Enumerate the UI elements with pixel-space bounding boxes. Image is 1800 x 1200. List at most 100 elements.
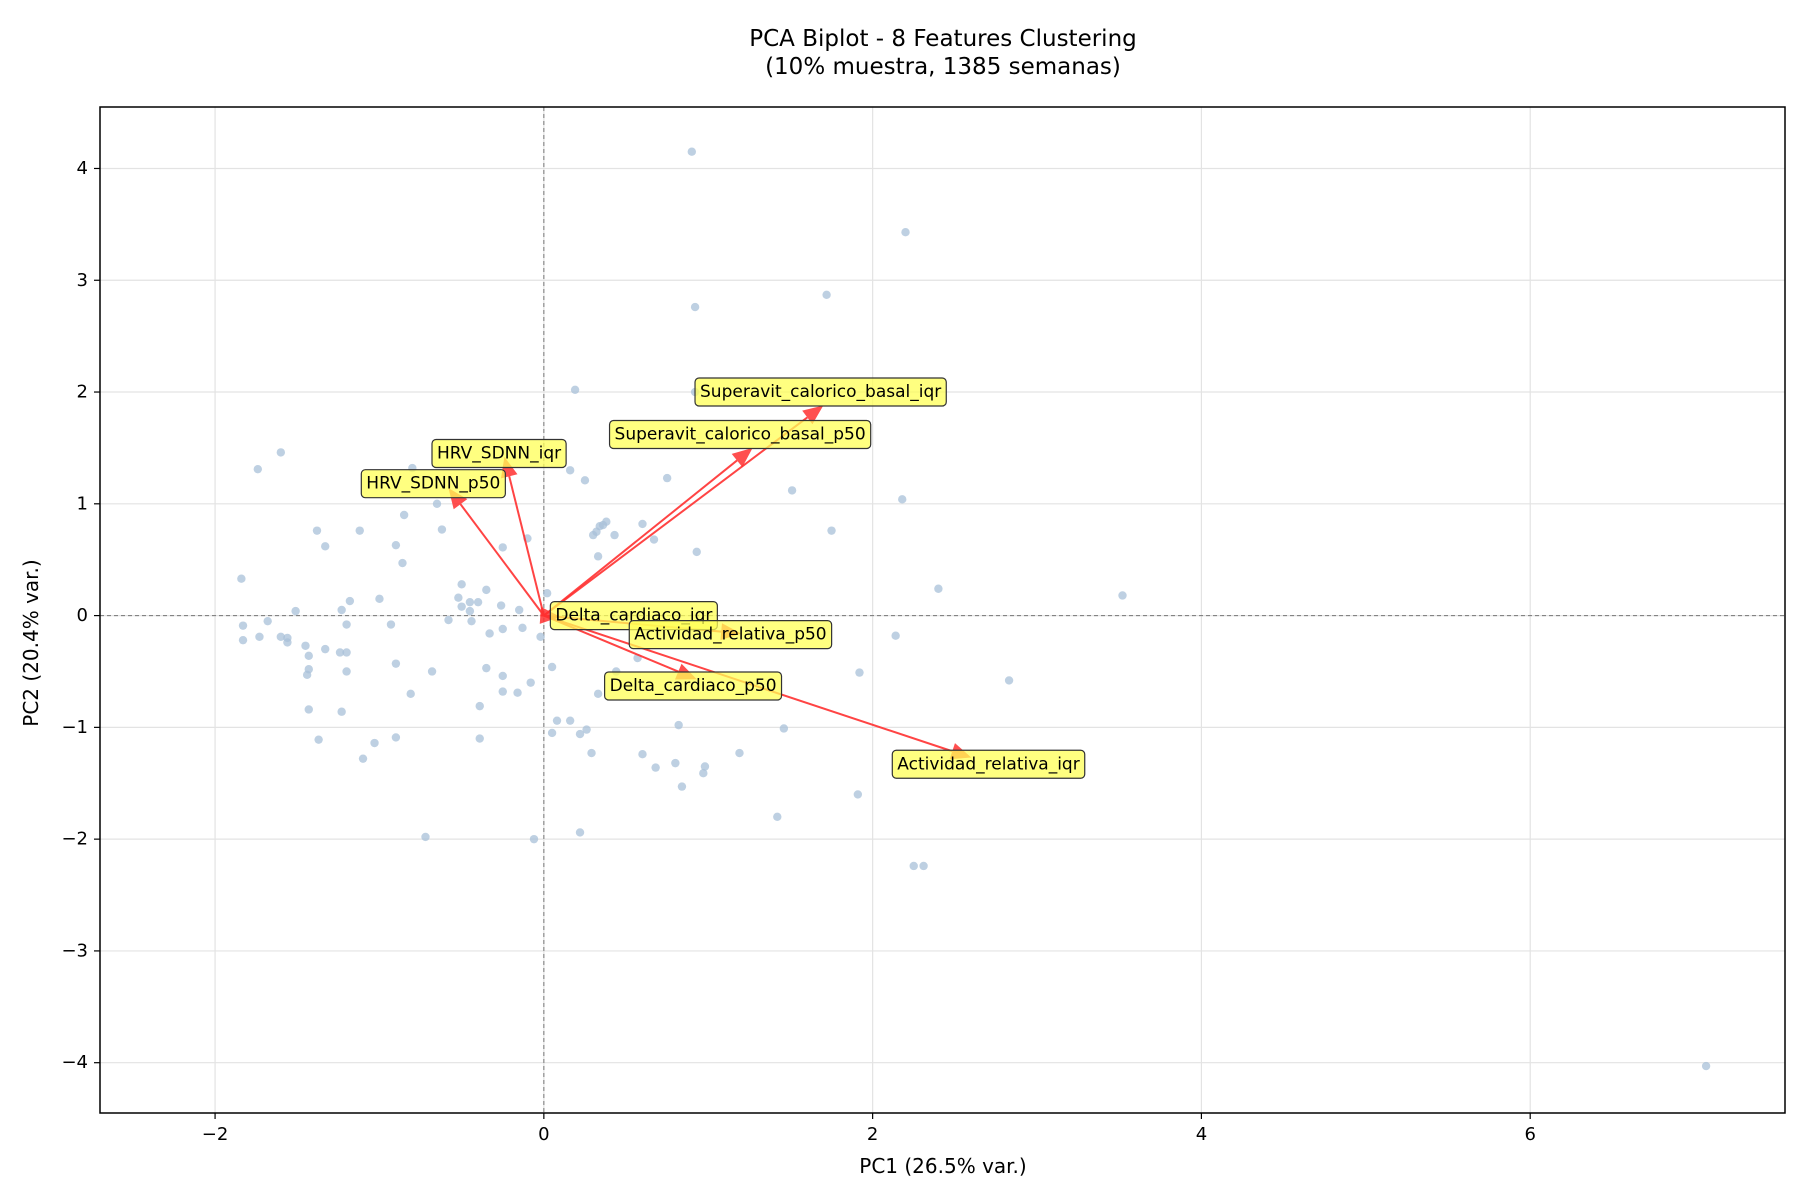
grid [100,107,1785,1113]
scatter-point [898,495,907,504]
scatter-point [891,631,900,640]
scatter-point [358,754,368,763]
loading-label-box [604,671,783,701]
y-tick-label: −3 [61,940,88,961]
scatter-point [337,605,346,615]
loading-arrow-line [508,476,545,616]
loading-label-box [694,377,947,407]
scatter-point [547,662,557,672]
scatter-point [391,733,401,742]
y-tick-label: 4 [77,158,88,179]
scatter-point [602,517,611,526]
x-tick-label: 6 [1524,1124,1535,1145]
scatter-point [934,584,943,593]
scatter-point [901,227,910,237]
scatter-point [482,585,491,595]
loading-arrow-line [543,459,738,617]
scatter-point [301,641,310,650]
scatter-point [399,510,409,520]
loading-arrow-head [731,447,753,468]
scatter-point [238,621,248,630]
scatter-point [335,648,345,657]
scatter-point [638,749,647,759]
scatter-point [518,623,527,633]
scatter-point [263,616,272,626]
scatter-point [342,620,351,629]
scatter-point [465,597,475,607]
scatter-point [662,473,672,483]
scatter-point [276,448,286,457]
loading-label: Delta_cardiaco_p50 [604,671,783,701]
scatter-point [398,558,407,568]
scatter-point [582,725,591,734]
y-tick-label: −4 [61,1052,88,1073]
scatter-point [421,832,430,842]
loading-label: Superavit_calorico_basal_iqr [694,377,947,407]
scatter-point [321,644,330,654]
scatter-point [536,632,545,642]
chart-subtitle: (10% muestra, 1385 semanas) [765,54,1121,80]
scatter-point [638,519,647,529]
scatter-point [919,861,928,871]
scatter-point [692,547,701,557]
scatter-point [485,629,494,638]
scatter-point [498,543,507,552]
scatter-point [853,790,863,799]
scatter-point [570,385,580,394]
scatter-point [473,597,483,607]
scatter-point [276,632,286,642]
loading-label: Superavit_calorico_basal_p50 [608,419,872,450]
loading-label-box [608,419,872,450]
scatter-point [291,606,300,616]
scatter-point [375,594,384,604]
scatter-point [514,605,524,615]
scatter-point [575,729,585,739]
scatter-point [391,540,401,550]
scatter-point [437,525,447,534]
scatter-point [649,535,659,544]
scatter-point [513,688,522,697]
scatter-point [498,687,507,696]
scatter-point [827,526,836,535]
scatter-point [700,762,710,771]
scatter-point [699,768,708,778]
loading-label-box [628,619,833,650]
scatter-point [855,668,864,677]
scatter-point [529,834,539,844]
scatter-point [542,589,552,598]
scatter-point [253,464,263,474]
loading-label-box [431,438,567,469]
scatter-point [565,466,575,475]
scatter-point [671,758,680,768]
scatter-point [406,689,415,699]
scatter-point [342,648,351,657]
scatter-point [498,624,507,634]
scatter-point [580,476,590,485]
scatter-point [779,724,789,733]
scatter-point [587,748,596,758]
scatter-point [651,763,660,772]
scatter-point [283,638,292,647]
scatter-point [238,635,248,645]
scatter-point [610,530,619,540]
loading-label: Actividad_relativa_iqr [891,749,1086,779]
scatter-point [593,552,603,561]
scatter-point [321,542,330,551]
scatter-point [457,602,466,611]
x-tick-label: 2 [867,1124,878,1145]
y-tick-label: 1 [77,493,88,514]
y-axis-label: PC2 (20.4% var.) [19,559,43,726]
scatter-point [593,689,603,699]
scatter-point [526,678,535,687]
scatter-point [342,667,351,676]
loading-label: HRV_SDNN_iqr [431,438,567,469]
loading-label: HRV_SDNN_p50 [360,469,506,499]
loading-arrow-line [543,416,808,617]
x-tick-label: 4 [1196,1124,1207,1145]
x-tick-label: −2 [202,1124,229,1145]
scatter-point [674,720,683,730]
y-axis-ticks: −4 −3 −2 −1 0 1 2 3 4 [61,158,100,1073]
loading-label-text: Superavit_calorico_basal_p50 [615,425,866,445]
scatter-point [370,738,379,748]
scatter-point [345,596,355,606]
